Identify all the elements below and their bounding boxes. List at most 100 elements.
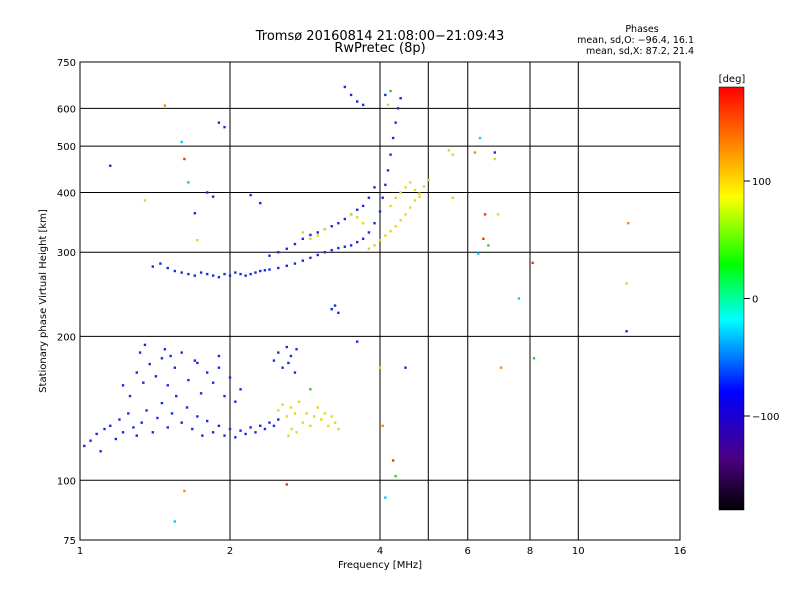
data-point-x: [409, 181, 412, 184]
data-point-o: [277, 266, 280, 270]
data-point-outlier: [532, 357, 536, 360]
data-point-o: [355, 100, 359, 103]
data-point-x: [305, 412, 308, 415]
data-point-o: [244, 432, 247, 436]
data-point-o: [239, 388, 242, 391]
data-point-x: [367, 247, 371, 250]
x-tick-label: 2: [227, 546, 233, 557]
data-point-o: [373, 186, 376, 189]
data-point-o: [193, 359, 197, 362]
data-point-o: [187, 272, 190, 276]
data-point-outlier: [180, 140, 183, 144]
y-axis: 75 100 200 300 400 500 600 750: [57, 58, 76, 547]
data-point-o: [180, 271, 183, 274]
data-point-o: [199, 392, 203, 395]
data-point-o: [138, 351, 142, 354]
data-point-o: [180, 351, 183, 354]
data-point-o: [166, 426, 169, 429]
data-point-outlier: [196, 238, 199, 242]
data-point-x: [320, 418, 323, 421]
data-point-x: [312, 415, 316, 418]
y-tick-label: 75: [63, 536, 76, 547]
data-point-o: [249, 193, 252, 197]
data-points: [83, 85, 630, 523]
data-point-x: [394, 196, 397, 199]
data-point-o: [293, 371, 297, 374]
data-point-o: [263, 427, 267, 431]
x-axis: 1 2 4 6 8 10 16: [77, 546, 687, 557]
legend-line-o: mean, sd,O: −96.4, 16.1: [577, 35, 694, 46]
data-point-o: [259, 269, 262, 273]
data-point-x: [287, 434, 290, 437]
data-point-o: [175, 394, 178, 398]
y-tick-label: 500: [57, 142, 76, 153]
chart-subtitle: RwPretec (8p): [334, 41, 425, 56]
data-point-o: [394, 121, 397, 124]
data-point-o: [118, 418, 121, 421]
data-point-o: [285, 247, 288, 250]
data-point-x: [399, 219, 402, 222]
x-tick-label: 1: [77, 546, 83, 557]
data-point-x: [316, 234, 319, 237]
data-point-o: [239, 272, 242, 276]
legend-title: Phases: [625, 24, 658, 35]
data-point-o: [205, 272, 209, 276]
data-point-o: [277, 351, 280, 354]
data-point-o: [166, 266, 169, 270]
data-point-o: [217, 424, 221, 428]
data-point-x: [301, 421, 305, 424]
data-point-o: [135, 371, 138, 374]
y-tick-label: 200: [57, 332, 76, 343]
data-point-outlier: [173, 520, 177, 523]
data-point-x: [301, 231, 305, 234]
data-point-o: [309, 233, 312, 237]
data-point-x: [389, 204, 392, 208]
data-point-outlier: [499, 366, 503, 369]
data-point-o: [259, 201, 262, 205]
data-point-o: [228, 376, 232, 379]
y-tick-label: 600: [57, 104, 76, 115]
data-point-o: [121, 384, 125, 387]
data-point-o: [361, 103, 365, 107]
data-point-x: [295, 431, 298, 434]
data-point-o: [389, 153, 392, 156]
data-point-outlier: [451, 196, 455, 199]
data-point-o: [142, 381, 145, 384]
data-point-o: [293, 262, 297, 265]
data-point-o: [330, 225, 333, 228]
data-point-outlier: [625, 330, 628, 333]
data-point-o: [169, 354, 172, 358]
data-point-x: [355, 216, 359, 219]
data-point-o: [211, 431, 215, 434]
data-point-o: [196, 415, 199, 418]
data-point-o: [399, 96, 402, 100]
data-point-x: [337, 427, 340, 431]
data-point-o: [254, 431, 257, 434]
data-point-o: [156, 416, 159, 420]
data-point-o: [196, 361, 199, 365]
data-point-x: [333, 421, 337, 424]
y-tick-label: 400: [57, 188, 76, 199]
legend-block: Phases mean, sd,O: −96.4, 16.1 mean, sd,…: [577, 24, 694, 57]
data-point-o: [223, 434, 226, 437]
x-tick-label: 6: [465, 546, 471, 557]
data-point-x: [309, 237, 312, 241]
data-point-outlier: [183, 489, 186, 493]
data-point-outlier: [473, 151, 477, 154]
data-point-o: [185, 406, 189, 409]
data-point-outlier: [625, 282, 628, 285]
data-point-o: [309, 256, 312, 260]
data-point-outlier: [386, 103, 390, 107]
data-point-x: [409, 206, 412, 209]
data-point-o: [135, 434, 138, 437]
data-point-x: [323, 228, 327, 231]
data-point-o: [254, 271, 257, 274]
data-point-outlier: [193, 212, 197, 215]
data-point-o: [163, 348, 167, 351]
data-point-o: [301, 259, 305, 262]
data-point-o: [217, 275, 221, 279]
data-point-x: [413, 188, 417, 192]
data-point-o: [109, 424, 112, 428]
data-point-o: [234, 400, 237, 403]
